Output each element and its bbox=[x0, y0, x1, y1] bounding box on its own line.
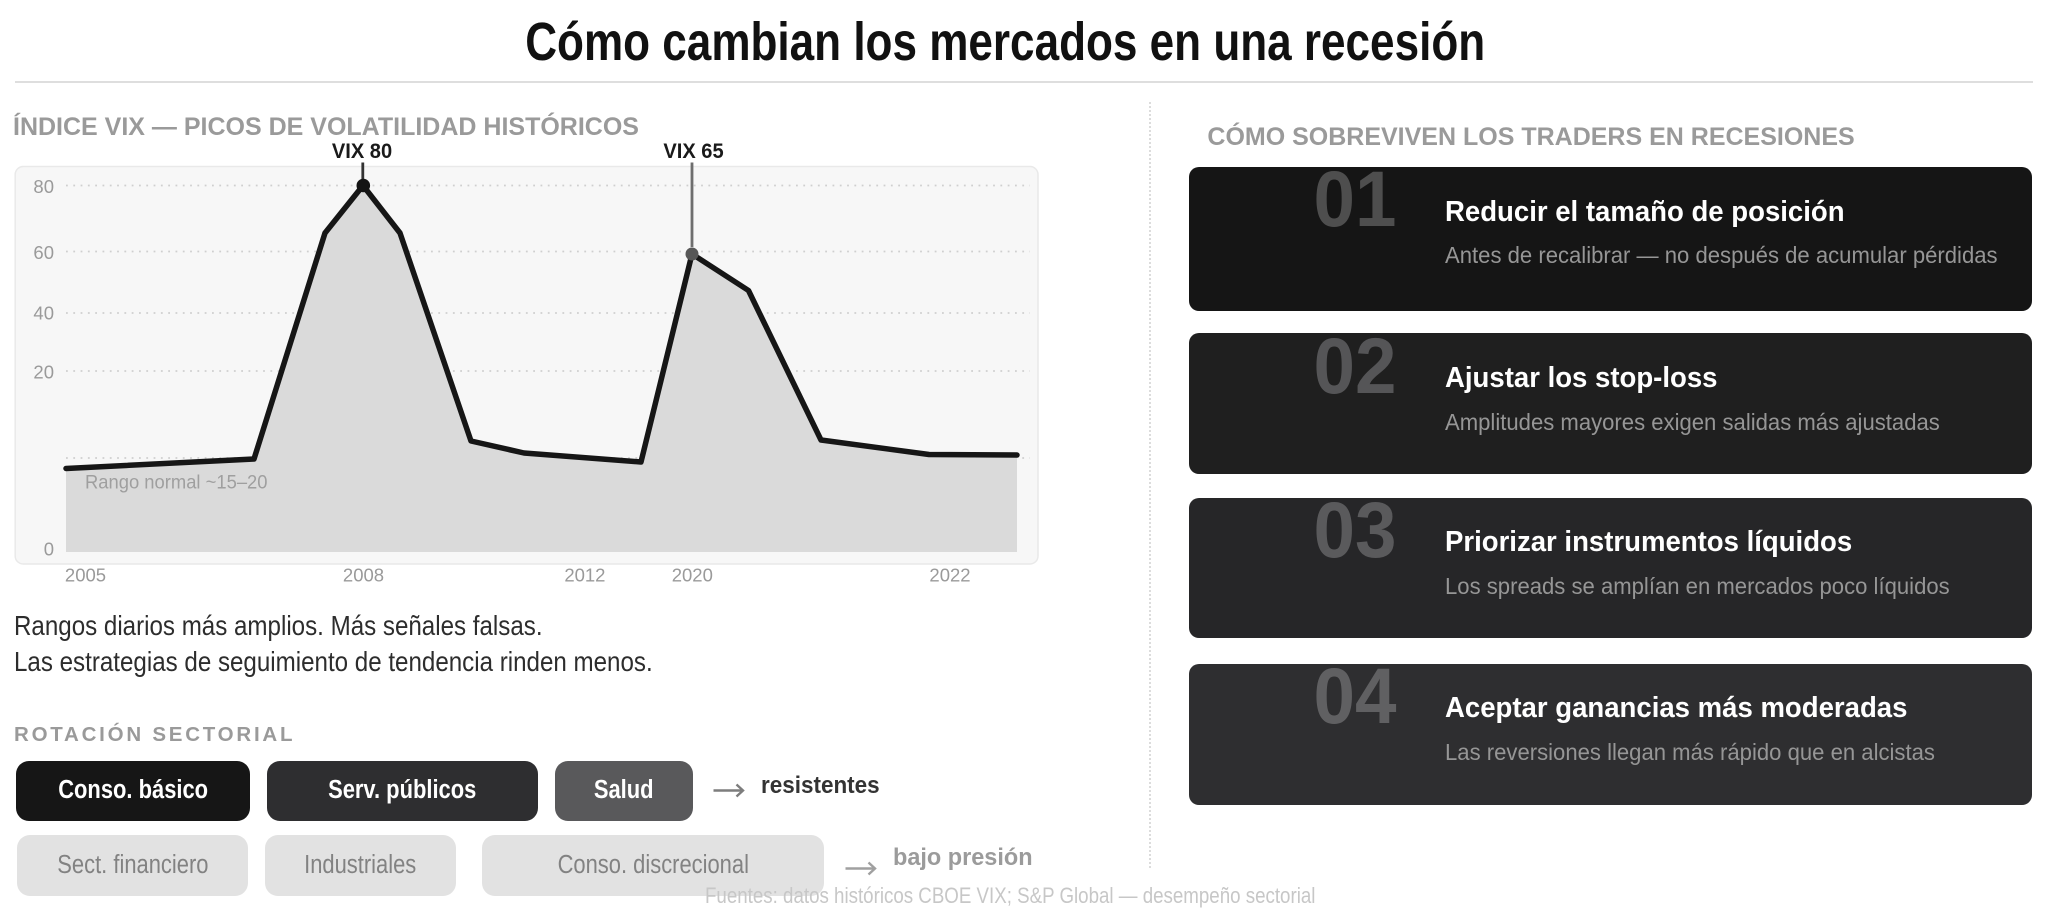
svg-text:0: 0 bbox=[44, 538, 54, 559]
svg-text:VIX 80: VIX 80 bbox=[332, 140, 392, 163]
svg-text:VIX 65: VIX 65 bbox=[663, 140, 724, 163]
svg-text:2008: 2008 bbox=[343, 565, 384, 586]
svg-text:2020: 2020 bbox=[672, 565, 713, 586]
svg-text:60: 60 bbox=[33, 242, 54, 263]
svg-text:40: 40 bbox=[33, 303, 54, 324]
svg-text:Rango normal ~15–20: Rango normal ~15–20 bbox=[85, 472, 268, 494]
svg-text:80: 80 bbox=[33, 176, 54, 197]
svg-text:2005: 2005 bbox=[65, 565, 106, 586]
svg-text:20: 20 bbox=[33, 362, 54, 383]
svg-text:2022: 2022 bbox=[929, 565, 970, 586]
svg-text:2012: 2012 bbox=[564, 565, 605, 586]
